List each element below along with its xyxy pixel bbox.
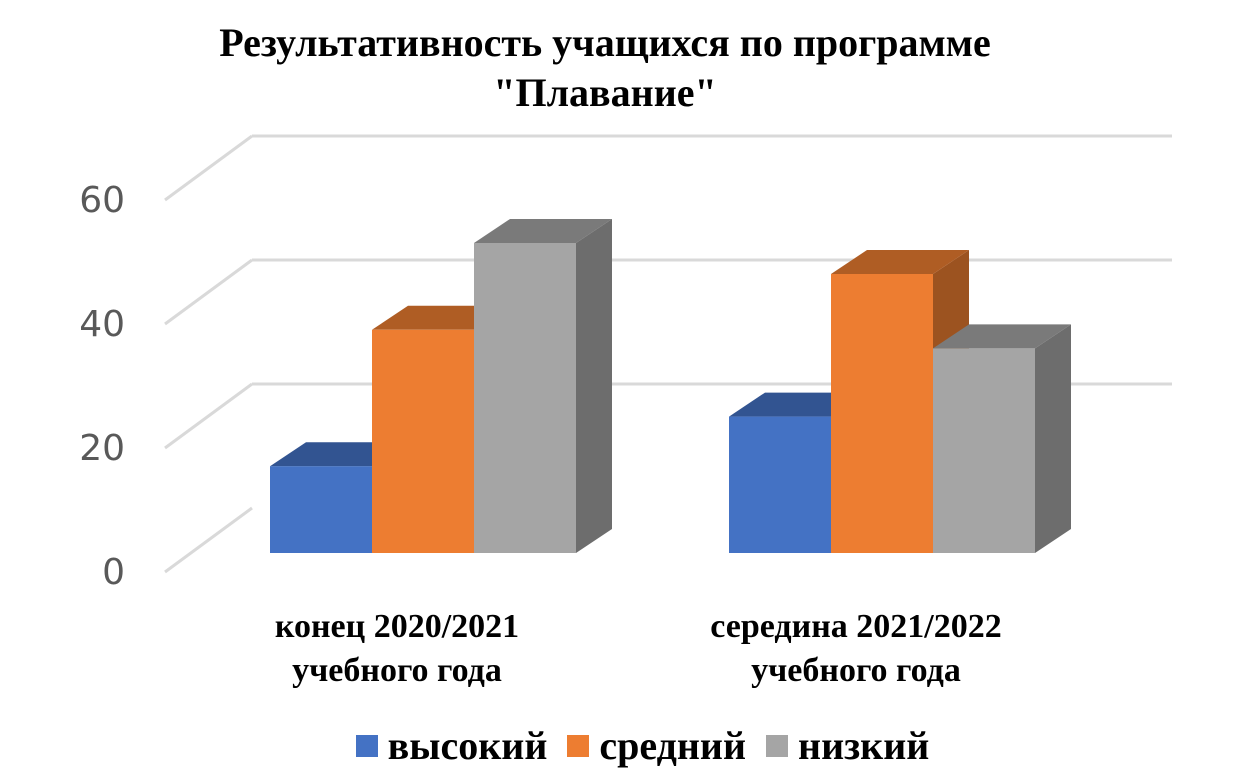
category-label-1: конец 2020/2021 учебного года [207,605,587,693]
side-gridline-60 [164,134,253,202]
legend-item-low: низкий [766,722,929,769]
legend-item-high: высокий [355,722,548,769]
category-label-1-line-1: конец 2020/2021 [274,608,520,645]
bar-3-2 [933,348,1035,553]
category-label-2-line-2: учебного года [751,652,961,689]
chart-title-line-1: Результативность учащихся по программе [219,20,991,65]
category-label-2: середина 2021/2022 учебного года [666,605,1046,693]
category-label-1-line-2: учебного года [292,652,502,689]
legend-swatch-high [355,734,378,757]
chart-title: Результативность учащихся по программе "… [0,18,1210,118]
chart-legend: высокий средний низкий [0,722,1255,769]
side-gridline-0 [164,506,253,574]
y-tick-label: 60 [79,180,125,221]
bar-side-3-1 [576,219,612,553]
bar-2-1 [372,329,474,553]
bar-top-3-1 [474,219,612,243]
category-label-2-line-1: середина 2021/2022 [710,608,1002,645]
legend-label-medium: средний [599,723,747,768]
side-gridline-40 [164,258,253,326]
y-tick-label: 20 [79,428,125,469]
bar-2-2 [831,274,933,553]
bar-side-3-2 [1035,324,1071,553]
legend-label-low: низкий [798,723,930,768]
y-tick-label: 0 [102,552,125,593]
bar-top-2-2 [831,250,969,274]
bar-1-2 [729,416,831,553]
legend-swatch-low [766,734,789,757]
legend-label-high: высокий [387,723,548,768]
bar-top-3-2 [933,324,1071,349]
chart-title-line-2: "Плавание" [493,70,717,115]
legend-swatch-medium [567,734,590,757]
y-tick-label: 40 [79,304,125,345]
bar-1-1 [270,466,372,553]
legend-item-medium: средний [567,722,746,769]
bar-3-1 [474,243,576,553]
side-gridline-20 [164,382,253,450]
